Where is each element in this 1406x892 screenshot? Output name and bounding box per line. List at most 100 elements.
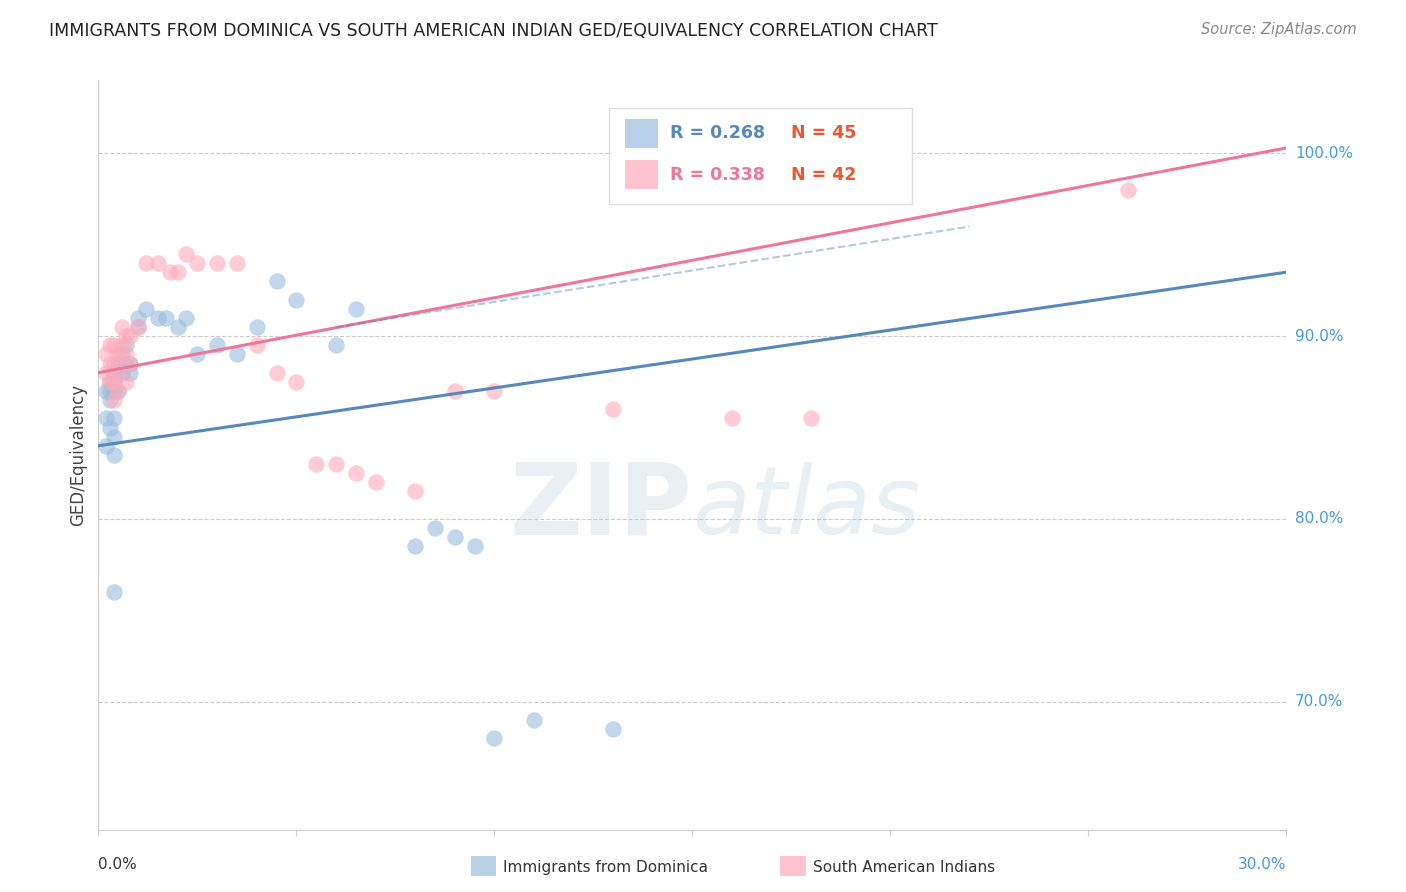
Point <box>166 265 188 279</box>
Point <box>98 375 121 389</box>
Point <box>120 329 142 343</box>
Point <box>135 256 157 270</box>
Point <box>1116 183 1139 197</box>
Point <box>186 256 208 270</box>
Point <box>364 475 387 490</box>
Point <box>166 320 188 334</box>
Point <box>127 310 149 325</box>
Point <box>174 310 197 325</box>
Point <box>115 347 138 361</box>
Point <box>186 347 208 361</box>
Point <box>98 338 121 352</box>
Point <box>174 247 197 261</box>
Point <box>444 384 467 398</box>
Text: 30.0%: 30.0% <box>1239 857 1286 872</box>
Text: IMMIGRANTS FROM DOMINICA VS SOUTH AMERICAN INDIAN GED/EQUIVALENCY CORRELATION CH: IMMIGRANTS FROM DOMINICA VS SOUTH AMERIC… <box>49 22 938 40</box>
Point <box>103 357 125 371</box>
Point <box>107 366 129 380</box>
Point <box>285 293 308 307</box>
Point <box>103 430 125 444</box>
Point <box>721 411 744 425</box>
Text: R = 0.338: R = 0.338 <box>669 166 765 184</box>
Point <box>135 301 157 316</box>
Point <box>602 722 624 736</box>
Point <box>115 329 138 343</box>
Text: R = 0.268: R = 0.268 <box>669 125 765 143</box>
Text: 80.0%: 80.0% <box>1295 511 1343 526</box>
Point <box>96 366 118 380</box>
Point <box>246 338 269 352</box>
Point <box>103 384 125 398</box>
Point <box>205 338 228 352</box>
Point <box>111 366 134 380</box>
Point <box>98 357 121 371</box>
Point <box>111 320 134 334</box>
Point <box>120 357 142 371</box>
Point <box>205 256 228 270</box>
Point <box>325 457 347 471</box>
Point <box>103 411 125 425</box>
Point <box>226 347 249 361</box>
Point <box>115 338 138 352</box>
Point <box>98 393 121 408</box>
Point <box>484 731 506 746</box>
Point <box>96 347 118 361</box>
Text: 100.0%: 100.0% <box>1295 146 1353 161</box>
Text: ZIP: ZIP <box>509 458 692 556</box>
Text: 70.0%: 70.0% <box>1295 694 1343 709</box>
Point <box>107 384 129 398</box>
Text: South American Indians: South American Indians <box>813 860 995 874</box>
Point <box>115 357 138 371</box>
Point <box>98 375 121 389</box>
Point <box>120 357 142 371</box>
Point <box>103 366 125 380</box>
Point <box>484 384 506 398</box>
Point <box>96 384 118 398</box>
Point <box>155 310 177 325</box>
Point <box>107 357 129 371</box>
Text: N = 45: N = 45 <box>792 125 856 143</box>
Point <box>103 338 125 352</box>
Point <box>325 338 347 352</box>
Point <box>111 338 134 352</box>
Point <box>107 347 129 361</box>
Point <box>444 530 467 544</box>
Point <box>107 384 129 398</box>
Point <box>103 393 125 408</box>
Point <box>98 384 121 398</box>
Point <box>344 301 367 316</box>
Text: atlas: atlas <box>692 462 921 553</box>
Point <box>602 402 624 417</box>
Point <box>127 320 149 334</box>
Point <box>146 256 169 270</box>
Point <box>523 713 546 727</box>
Point <box>103 375 125 389</box>
Text: 0.0%: 0.0% <box>98 857 138 872</box>
Point <box>159 265 181 279</box>
Point <box>226 256 249 270</box>
Y-axis label: GED/Equivalency: GED/Equivalency <box>69 384 87 526</box>
Point <box>96 439 118 453</box>
Point <box>111 347 134 361</box>
Text: Immigrants from Dominica: Immigrants from Dominica <box>503 860 709 874</box>
Point <box>115 375 138 389</box>
Text: 90.0%: 90.0% <box>1295 328 1343 343</box>
Point <box>98 420 121 434</box>
Point <box>103 448 125 462</box>
Bar <box>624 120 658 148</box>
Point <box>305 457 328 471</box>
Point <box>404 539 426 553</box>
Text: Source: ZipAtlas.com: Source: ZipAtlas.com <box>1201 22 1357 37</box>
Point <box>103 375 125 389</box>
Point <box>285 375 308 389</box>
Point <box>266 274 288 288</box>
Point <box>107 366 129 380</box>
Text: N = 42: N = 42 <box>792 166 856 184</box>
Bar <box>624 161 658 189</box>
Point <box>120 366 142 380</box>
Point <box>96 411 118 425</box>
Point <box>404 484 426 499</box>
Point <box>103 585 125 599</box>
Point <box>464 539 486 553</box>
Point <box>146 310 169 325</box>
